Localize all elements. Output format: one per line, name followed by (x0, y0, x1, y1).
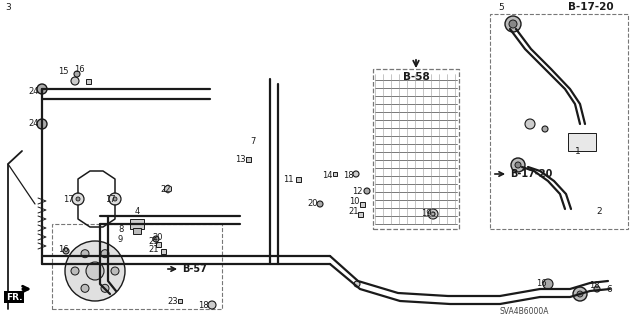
Text: FR.: FR. (6, 293, 22, 301)
Text: 2: 2 (596, 206, 602, 216)
Text: 8: 8 (118, 225, 124, 234)
Circle shape (505, 16, 521, 32)
Text: 22: 22 (160, 184, 170, 194)
Text: 17: 17 (105, 195, 116, 204)
Polygon shape (164, 185, 172, 193)
Circle shape (101, 284, 109, 292)
Circle shape (81, 250, 89, 258)
Circle shape (37, 84, 47, 94)
Bar (373, 69, 459, 229)
Bar (130, 219, 144, 229)
Circle shape (71, 267, 79, 275)
Text: 9: 9 (118, 234, 124, 243)
Bar (52, 224, 222, 309)
Text: 20: 20 (152, 233, 163, 241)
Bar (156, 241, 161, 247)
Circle shape (364, 188, 370, 194)
Text: 24: 24 (28, 86, 38, 95)
Text: B-58: B-58 (403, 72, 429, 82)
Text: 7: 7 (250, 137, 255, 145)
Bar (161, 249, 166, 254)
Bar (568, 133, 596, 151)
Circle shape (431, 212, 435, 216)
Text: 18: 18 (343, 170, 354, 180)
Circle shape (594, 286, 600, 292)
Circle shape (153, 236, 159, 242)
Bar (358, 211, 362, 217)
Circle shape (509, 20, 517, 28)
Text: 19: 19 (421, 209, 431, 218)
Circle shape (208, 301, 216, 309)
Circle shape (542, 126, 548, 132)
Circle shape (111, 267, 119, 275)
Text: 1: 1 (575, 146, 580, 155)
Text: 3: 3 (5, 3, 11, 11)
Text: B-17-20: B-17-20 (568, 2, 614, 12)
Circle shape (577, 291, 583, 297)
Circle shape (353, 171, 359, 177)
Bar (86, 78, 90, 84)
Text: 17: 17 (63, 195, 74, 204)
Text: 21: 21 (148, 236, 159, 246)
Bar (246, 157, 250, 161)
Bar (178, 299, 182, 303)
Text: 14: 14 (322, 172, 333, 181)
Text: 13: 13 (235, 154, 246, 164)
Text: 16: 16 (58, 244, 68, 254)
Circle shape (354, 281, 360, 287)
Circle shape (511, 158, 525, 172)
Bar (490, 14, 628, 229)
Bar (360, 202, 365, 206)
Circle shape (109, 193, 121, 205)
Text: 5: 5 (498, 3, 504, 11)
Bar (133, 228, 141, 234)
Text: 11: 11 (283, 174, 294, 183)
Bar (296, 176, 301, 182)
Circle shape (37, 119, 47, 129)
Circle shape (81, 284, 89, 292)
Circle shape (573, 287, 587, 301)
Text: 6: 6 (606, 285, 612, 293)
Circle shape (101, 250, 109, 258)
Text: B-17-20: B-17-20 (510, 169, 552, 179)
Text: 24: 24 (28, 120, 38, 129)
Circle shape (525, 119, 535, 129)
Circle shape (317, 201, 323, 207)
Circle shape (74, 71, 80, 77)
Text: 12: 12 (352, 187, 362, 196)
Text: 4: 4 (135, 206, 140, 216)
Text: 15: 15 (58, 66, 68, 76)
Text: SVA4B6000A: SVA4B6000A (500, 307, 550, 315)
Text: 23: 23 (167, 296, 178, 306)
Circle shape (76, 197, 80, 201)
Circle shape (63, 248, 69, 254)
Text: 18: 18 (198, 300, 209, 309)
Text: 20: 20 (307, 198, 317, 207)
Circle shape (543, 279, 553, 289)
Circle shape (71, 77, 79, 85)
Text: 16: 16 (536, 278, 547, 287)
Text: 16: 16 (74, 64, 84, 73)
Circle shape (65, 241, 125, 301)
Bar (333, 172, 337, 176)
Text: B-57: B-57 (182, 264, 207, 274)
Circle shape (86, 262, 104, 280)
Circle shape (72, 193, 84, 205)
Circle shape (515, 162, 521, 168)
Circle shape (113, 197, 117, 201)
Text: 18: 18 (589, 280, 600, 290)
Text: 21: 21 (348, 207, 358, 217)
Circle shape (428, 209, 438, 219)
Text: 21: 21 (148, 244, 159, 254)
Text: 10: 10 (349, 197, 360, 206)
